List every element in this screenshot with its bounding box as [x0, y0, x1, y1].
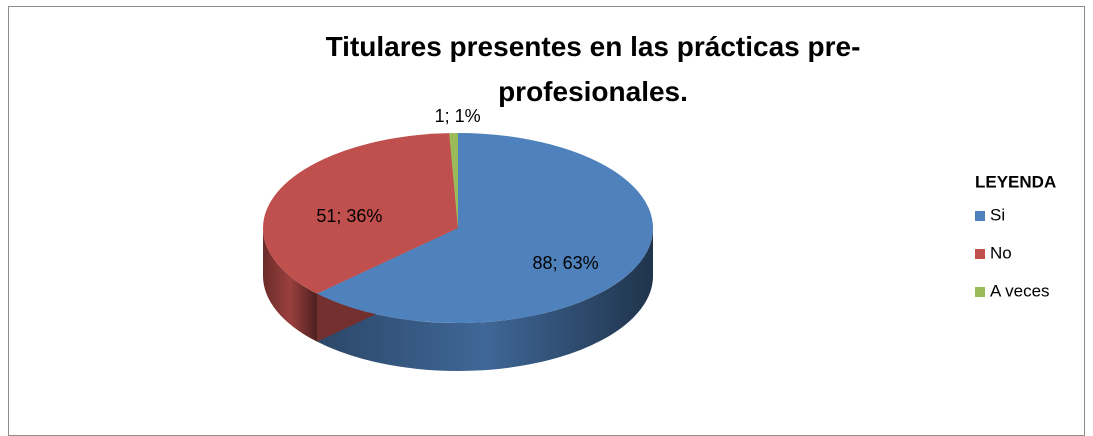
legend-swatch	[975, 249, 985, 259]
chart-title: Titulares presentes en las prácticas pre…	[325, 31, 861, 107]
data-label: 88; 63%	[533, 253, 599, 273]
slice-side	[317, 228, 653, 371]
data-label: 1; 1%	[435, 106, 481, 126]
legend-label: A veces	[990, 281, 1050, 300]
slice	[317, 133, 654, 323]
legend-label: No	[990, 243, 1012, 262]
data-label: 51; 36%	[316, 206, 382, 226]
page: {"chart_data": {"type": "pie3d", "title"…	[8, 6, 1085, 436]
legend-label: Si	[990, 205, 1005, 224]
slice-side	[263, 228, 318, 342]
chart: LEYENDA 88; 63% 51; 36% 1; 1% Si No A veces	[263, 106, 1056, 371]
legend-swatch	[975, 211, 985, 221]
legend-swatch	[975, 287, 985, 297]
slice	[263, 133, 458, 294]
legend-title: LEYENDA	[975, 172, 1056, 191]
slice	[449, 133, 458, 228]
